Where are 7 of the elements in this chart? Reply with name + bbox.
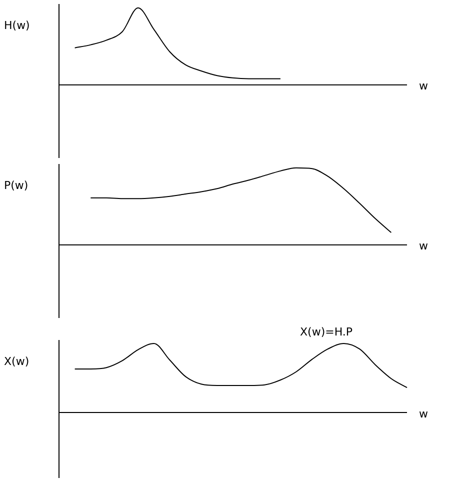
x-axis-title: w <box>419 407 428 420</box>
x-axis-title: w <box>419 240 428 253</box>
y-axis-title: X(w) <box>4 354 30 368</box>
text: X(w)=H.P <box>300 325 353 338</box>
y-axis-title: H(w) <box>4 18 30 32</box>
y-axis-title: P(w) <box>4 178 28 192</box>
x-axis-title: w <box>419 80 428 93</box>
